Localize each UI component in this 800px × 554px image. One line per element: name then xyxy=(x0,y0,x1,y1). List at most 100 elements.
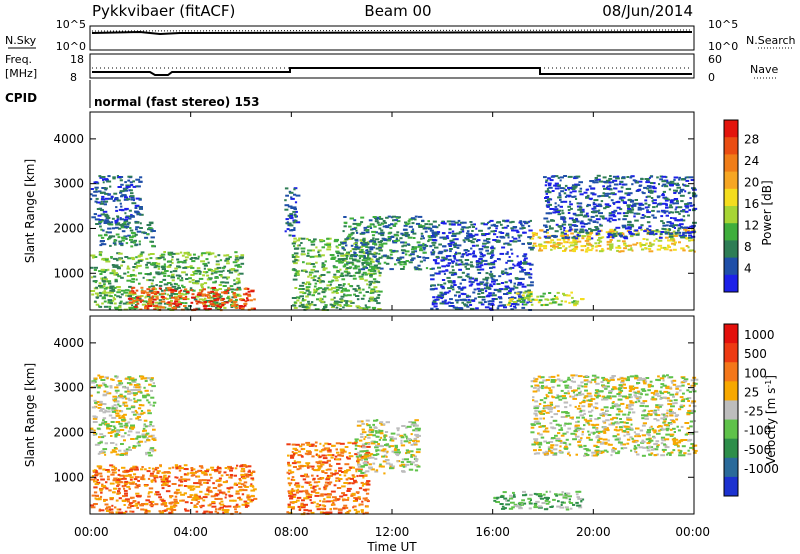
power-cell xyxy=(203,282,208,285)
velocity-cell xyxy=(183,479,188,482)
power-cell xyxy=(226,254,230,257)
velocity-cell xyxy=(350,494,354,497)
power-cell xyxy=(306,237,309,240)
velocity-cell xyxy=(142,396,147,399)
power-cell xyxy=(466,301,472,304)
power-cell xyxy=(421,244,426,247)
power-cell xyxy=(598,236,603,239)
power-cell xyxy=(228,256,232,259)
velocity-cell xyxy=(326,496,331,499)
power-cell xyxy=(622,201,627,204)
power-cell xyxy=(402,244,407,247)
power-cell xyxy=(662,190,666,193)
power-cell xyxy=(408,261,413,264)
velocity-cell xyxy=(110,473,115,476)
power-cell xyxy=(661,194,665,197)
power-cell xyxy=(487,221,489,224)
power-cell xyxy=(490,230,495,233)
velocity-cell xyxy=(111,410,116,413)
power-cell xyxy=(408,225,413,228)
velocity-cell xyxy=(251,499,255,502)
power-cell xyxy=(411,222,415,225)
power-cell xyxy=(361,262,366,264)
power-cell xyxy=(322,267,328,270)
power-cell xyxy=(652,206,656,209)
power-cell xyxy=(317,249,322,252)
power-cell xyxy=(289,213,294,216)
power-cell xyxy=(571,184,576,187)
power-cell xyxy=(682,183,685,186)
power-cell xyxy=(292,210,296,213)
power-cell xyxy=(638,203,642,206)
velocity-cell xyxy=(91,381,96,384)
velocity-cell xyxy=(167,485,171,487)
power-cell xyxy=(124,181,127,184)
velocity-cell xyxy=(148,487,154,490)
power-cell xyxy=(201,293,206,296)
power-cell xyxy=(520,296,526,299)
power-cell xyxy=(103,222,108,224)
velocity-cell xyxy=(214,510,218,513)
velocity-cell xyxy=(329,508,332,511)
power-cell xyxy=(162,278,167,281)
power-cell xyxy=(667,182,673,185)
velocity-cell xyxy=(109,464,114,467)
power-cell xyxy=(556,291,560,294)
power-cell xyxy=(688,191,691,194)
velocity-cell xyxy=(159,511,165,514)
velocity-cell xyxy=(140,508,145,511)
nsky-tick-bottom: 10^0 xyxy=(56,40,86,53)
power-cell xyxy=(553,247,556,250)
power-cell xyxy=(353,254,358,256)
power-cell xyxy=(310,243,316,246)
power-cell xyxy=(237,277,241,280)
power-cell xyxy=(598,212,603,215)
power-cell xyxy=(452,306,456,309)
power-cell xyxy=(656,210,661,213)
velocity-cell xyxy=(126,407,131,410)
freq-strip-frame xyxy=(89,53,695,79)
power-cell xyxy=(335,279,339,282)
velocity-cell xyxy=(125,498,130,501)
velocity-cell xyxy=(344,470,349,472)
power-cell xyxy=(212,302,217,304)
power-cell xyxy=(118,302,122,305)
power-cell xyxy=(408,218,413,221)
velocity-cell xyxy=(346,456,349,459)
power-cell xyxy=(490,256,494,258)
velocity-cell xyxy=(292,501,298,503)
velocity-cell xyxy=(167,475,171,478)
power-cell xyxy=(171,258,174,261)
velocity-cell xyxy=(94,443,100,446)
velocity-cell xyxy=(326,476,331,479)
velocity-cell xyxy=(295,499,300,502)
power-cell xyxy=(617,245,621,248)
velocity-cell xyxy=(95,471,99,474)
power-cell xyxy=(573,213,577,216)
velocity-cell xyxy=(152,404,155,407)
power-cell xyxy=(592,181,596,184)
power-cell xyxy=(603,207,607,210)
power-cell xyxy=(666,221,671,224)
power-cell xyxy=(285,194,289,197)
power-cell xyxy=(134,221,140,224)
power-cell xyxy=(467,298,470,301)
velocity-cell xyxy=(211,505,217,508)
power-cell xyxy=(227,269,231,272)
power-cell xyxy=(476,240,479,243)
power-cell xyxy=(134,304,138,306)
power-cell xyxy=(374,231,378,234)
power-cell xyxy=(489,283,492,286)
velocity-cell xyxy=(326,500,331,503)
power-cell xyxy=(237,263,241,266)
power-cell xyxy=(430,284,435,287)
power-cell xyxy=(669,234,674,237)
power-cell xyxy=(421,219,425,222)
power-cell xyxy=(456,232,461,235)
velocity-cell xyxy=(103,383,107,386)
power-cell xyxy=(611,236,615,239)
power-cell xyxy=(429,245,433,248)
power-colorbar-swatch xyxy=(724,223,738,241)
power-cell xyxy=(643,215,647,218)
power-cell xyxy=(385,216,389,219)
